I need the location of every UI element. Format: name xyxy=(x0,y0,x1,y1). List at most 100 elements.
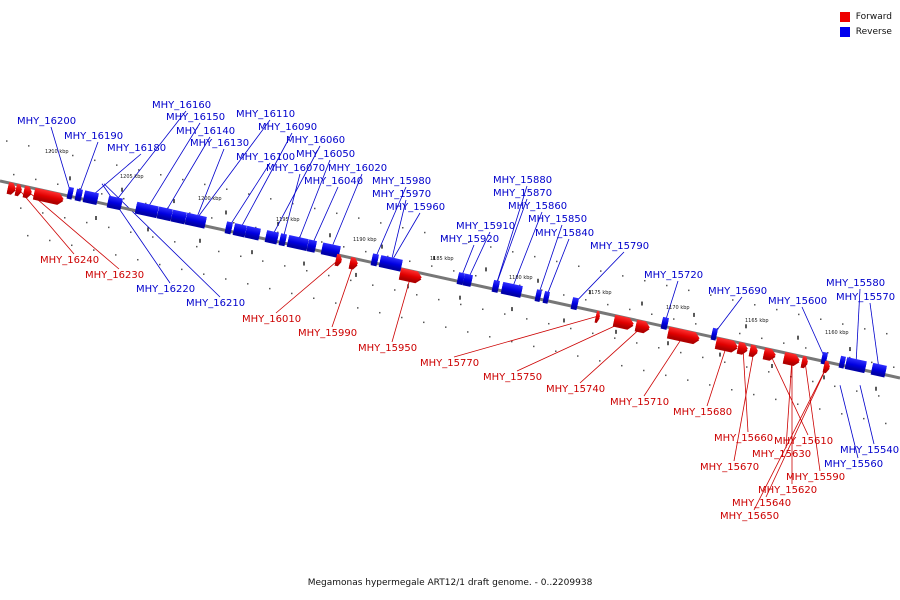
guide-dot xyxy=(380,222,382,224)
guide-dot xyxy=(416,294,418,296)
guide-dot xyxy=(446,236,448,239)
guide-dot xyxy=(643,369,645,372)
gene-body xyxy=(820,351,829,363)
guide-dot xyxy=(570,327,572,330)
reverse-gene-label: MHY_16200 xyxy=(17,116,76,127)
forward-gene xyxy=(748,344,758,358)
guide-dot xyxy=(13,173,15,176)
leader-line xyxy=(733,350,755,462)
reverse-gene xyxy=(66,186,75,200)
reverse-gene xyxy=(170,209,187,225)
gene-body xyxy=(542,291,551,302)
leader-line xyxy=(516,321,625,372)
guide-dot xyxy=(372,284,374,286)
forward-gene xyxy=(22,185,32,199)
guide-dot xyxy=(50,149,52,152)
guide-dot xyxy=(211,217,213,219)
leader-line xyxy=(275,259,340,314)
guide-dot xyxy=(467,331,469,333)
leader-line xyxy=(495,185,528,286)
reverse-gene-label: MHY_15850 xyxy=(528,214,587,225)
leader-line xyxy=(495,198,528,286)
gene-body xyxy=(75,188,83,200)
forward-gene xyxy=(666,326,700,345)
leader-line xyxy=(391,275,412,343)
guide-dot xyxy=(665,374,667,377)
leader-line xyxy=(742,347,749,433)
gene-body xyxy=(571,297,579,309)
leader-line xyxy=(103,183,221,298)
guide-dot xyxy=(548,322,550,325)
guide-dot xyxy=(563,294,565,296)
guide-dot xyxy=(841,413,843,415)
guide-dot xyxy=(827,352,829,354)
reverse-gene-label: MHY_16210 xyxy=(186,298,245,309)
gene-body xyxy=(83,190,99,204)
forward-gene xyxy=(594,310,600,323)
guide-dot xyxy=(343,246,345,248)
gene-body xyxy=(635,319,650,332)
reverse-gene-label: MHY_16160 xyxy=(152,100,211,111)
guide-dot xyxy=(666,284,668,287)
guide-dot xyxy=(6,140,8,142)
guide-dot xyxy=(797,403,799,405)
gene-body xyxy=(871,362,887,376)
guide-dot xyxy=(863,417,865,420)
guide-dot xyxy=(358,217,360,219)
guide-dot xyxy=(709,384,711,386)
guide-dot xyxy=(621,364,623,367)
forward-gene xyxy=(634,319,650,334)
reverse-gene xyxy=(306,239,317,253)
forward-gene xyxy=(736,341,748,355)
guide-dot xyxy=(423,321,425,324)
leader-line xyxy=(282,173,301,239)
leader-line xyxy=(801,306,825,358)
guide-dot xyxy=(658,347,660,349)
reverse-gene xyxy=(660,316,669,330)
guide-dot xyxy=(196,245,198,248)
scale-tick-label: 1190 kbp xyxy=(353,237,377,243)
forward-gene-label: MHY_15590 xyxy=(786,472,845,483)
gene-body xyxy=(321,242,341,257)
guide-dot xyxy=(72,154,74,157)
guide-dot xyxy=(504,313,506,315)
leader-line xyxy=(839,385,859,459)
leader-line xyxy=(643,334,685,397)
gene-body xyxy=(715,337,738,351)
guide-dot xyxy=(673,318,675,320)
reverse-gene xyxy=(378,255,403,272)
scale-tick-label: 1210 kbp xyxy=(45,149,69,155)
guide-dot xyxy=(490,246,492,248)
guide-dot xyxy=(181,268,183,271)
reverse-gene-label: MHY_15840 xyxy=(535,228,594,239)
guide-dot xyxy=(28,145,30,147)
guide-dot xyxy=(226,188,228,190)
reverse-gene-label: MHY_15570 xyxy=(836,292,895,303)
gene-features xyxy=(6,182,887,378)
guide-dot xyxy=(475,274,477,277)
guide-dot xyxy=(556,260,558,263)
legend-reverse: Reverse xyxy=(839,24,892,39)
guide-dot xyxy=(468,241,470,243)
guide-dot xyxy=(585,299,587,301)
guide-dot xyxy=(159,263,161,266)
gene-body xyxy=(307,239,317,251)
gene-body xyxy=(157,206,173,220)
gene-body xyxy=(7,182,16,193)
reverse-gene-label: MHY_16090 xyxy=(258,122,317,133)
gene-body xyxy=(801,355,808,367)
guide-dot xyxy=(160,174,162,176)
leader-line xyxy=(50,126,71,193)
map-caption: Megamonas hypermegale ART12/1 draft geno… xyxy=(307,578,593,588)
backbone-dots xyxy=(6,140,895,425)
guide-dot xyxy=(578,265,580,268)
guide-dot xyxy=(885,422,887,425)
scale-tick-label: 1180 kbp xyxy=(509,275,533,281)
scale-tick-label: 1160 kbp xyxy=(825,330,849,336)
reverse-gene xyxy=(710,327,719,341)
gene-body xyxy=(245,225,261,239)
gene-body xyxy=(225,221,233,233)
reverse-gene-label: MHY_16140 xyxy=(176,126,235,137)
guide-dot xyxy=(101,193,103,195)
gene-body xyxy=(710,327,719,339)
